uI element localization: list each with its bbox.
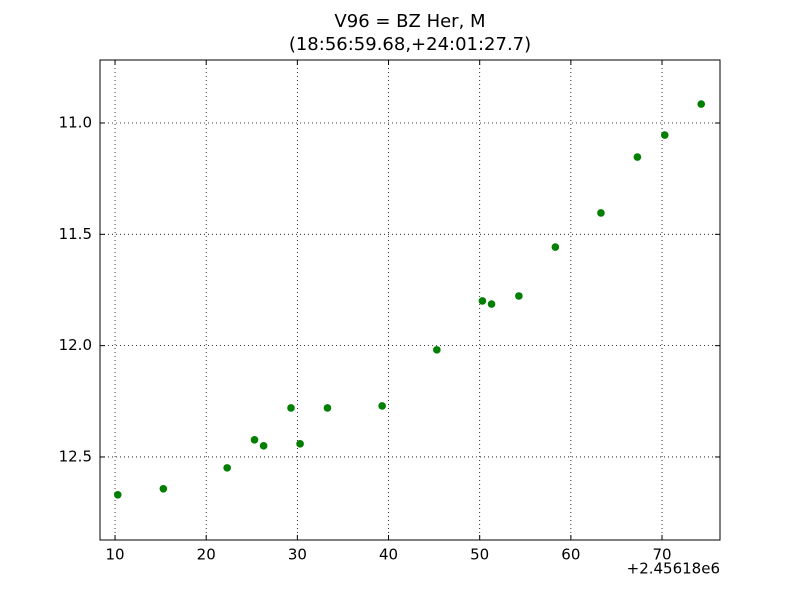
x-tick-label: 20 — [197, 546, 216, 564]
point — [378, 402, 386, 410]
y-tick-label: 12.5 — [59, 447, 92, 465]
chart-title: V96 = BZ Her, M — [334, 11, 485, 32]
y-tick-label: 11.0 — [59, 114, 92, 132]
point — [597, 209, 605, 217]
point — [697, 100, 706, 108]
x-tick-label: 10 — [105, 546, 124, 564]
x-tick-label: 60 — [561, 546, 580, 564]
point — [487, 300, 496, 308]
x-offset-label: +2.45618e6 — [627, 560, 720, 578]
point — [551, 243, 560, 251]
point — [515, 292, 523, 300]
y-tick-label: 12.0 — [59, 336, 92, 354]
x-tick-label: 70 — [652, 546, 671, 564]
point — [223, 464, 231, 472]
point — [633, 153, 642, 161]
point — [433, 346, 441, 354]
point — [259, 442, 268, 450]
point — [478, 297, 487, 305]
chart-subtitle: (18:56:59.68,+24:01:27.7) — [289, 34, 531, 55]
x-tick-label: 30 — [288, 546, 307, 564]
plot-frame — [99, 59, 721, 541]
point — [323, 404, 332, 412]
point — [296, 440, 304, 448]
y-tick-label: 11.5 — [59, 225, 92, 243]
x-tick-label: 40 — [379, 546, 398, 564]
point — [250, 436, 259, 444]
point — [660, 131, 669, 139]
point — [159, 484, 168, 493]
point — [113, 491, 122, 499]
x-tick-label: 50 — [470, 546, 489, 564]
point — [287, 404, 295, 412]
